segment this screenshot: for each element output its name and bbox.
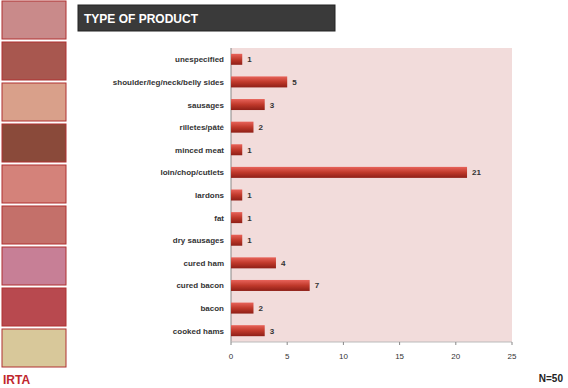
bar bbox=[231, 76, 287, 87]
x-tick bbox=[231, 342, 232, 345]
bars bbox=[231, 54, 467, 336]
category-label: minced meat bbox=[175, 146, 224, 155]
x-tick-label: 15 bbox=[395, 352, 404, 361]
data-label: 1 bbox=[247, 146, 252, 155]
bar bbox=[231, 280, 310, 291]
bar bbox=[231, 144, 242, 155]
data-label: 4 bbox=[281, 259, 286, 268]
category-label: cured ham bbox=[184, 259, 224, 268]
x-tick bbox=[343, 342, 344, 345]
bar bbox=[231, 257, 276, 268]
data-label: 1 bbox=[247, 55, 252, 64]
x-tick bbox=[287, 342, 288, 345]
logo: IRTA bbox=[3, 373, 30, 387]
thumbnail bbox=[2, 124, 66, 162]
category-label: fat bbox=[214, 214, 224, 223]
x-tick-label: 25 bbox=[508, 352, 517, 361]
bar bbox=[231, 54, 242, 65]
title-bar bbox=[78, 5, 335, 31]
x-tick-label: 10 bbox=[339, 352, 348, 361]
thumbnail bbox=[2, 1, 66, 39]
data-label: 7 bbox=[315, 281, 320, 290]
category-label: rilletes/pâté bbox=[180, 123, 225, 132]
thumbnail bbox=[2, 206, 66, 244]
data-label: 2 bbox=[258, 123, 263, 132]
plot-background bbox=[231, 48, 512, 342]
data-label: 1 bbox=[247, 236, 252, 245]
x-tick bbox=[512, 342, 513, 345]
thumbnail bbox=[2, 288, 66, 326]
category-label: shoulder/leg/neck/belly sides bbox=[113, 78, 225, 87]
data-label: 5 bbox=[292, 78, 297, 87]
bar bbox=[231, 235, 242, 246]
thumbnail bbox=[2, 83, 66, 121]
category-label: bacon bbox=[200, 304, 224, 313]
bar bbox=[231, 190, 242, 201]
category-label: sausages bbox=[188, 101, 225, 110]
bar bbox=[231, 303, 253, 314]
labels: 15321211114723 bbox=[247, 55, 481, 335]
thumbnail bbox=[2, 165, 66, 203]
thumbnail bbox=[2, 42, 66, 80]
data-label: 2 bbox=[258, 304, 263, 313]
category-label: loin/chop/cutlets bbox=[160, 168, 224, 177]
x-tick bbox=[399, 342, 400, 345]
category-label: lardons bbox=[195, 191, 224, 200]
thumbnail bbox=[2, 329, 66, 367]
category-label: cured bacon bbox=[176, 281, 224, 290]
sample-size: N=50 bbox=[539, 373, 564, 384]
x-axis-line bbox=[231, 342, 512, 343]
chart: TYPE OF PRODUCT051015202515321211114723u… bbox=[0, 0, 568, 388]
bar bbox=[231, 99, 265, 110]
title: TYPE OF PRODUCT bbox=[84, 12, 199, 26]
category-label: dry sausages bbox=[173, 236, 225, 245]
data-label: 3 bbox=[270, 101, 275, 110]
category-label: unespecified bbox=[175, 55, 224, 64]
bar bbox=[231, 212, 242, 223]
data-label: 21 bbox=[472, 168, 481, 177]
x-tick bbox=[455, 342, 456, 345]
data-label: 1 bbox=[247, 214, 252, 223]
data-label: 3 bbox=[270, 327, 275, 336]
bar bbox=[231, 325, 265, 336]
x-tick-label: 20 bbox=[451, 352, 460, 361]
data-label: 1 bbox=[247, 191, 252, 200]
bar bbox=[231, 167, 467, 178]
category-label: cooked hams bbox=[173, 327, 225, 336]
bar bbox=[231, 122, 253, 133]
x-tick-label: 5 bbox=[285, 352, 290, 361]
x-tick-label: 0 bbox=[229, 352, 234, 361]
thumbnail bbox=[2, 247, 66, 285]
